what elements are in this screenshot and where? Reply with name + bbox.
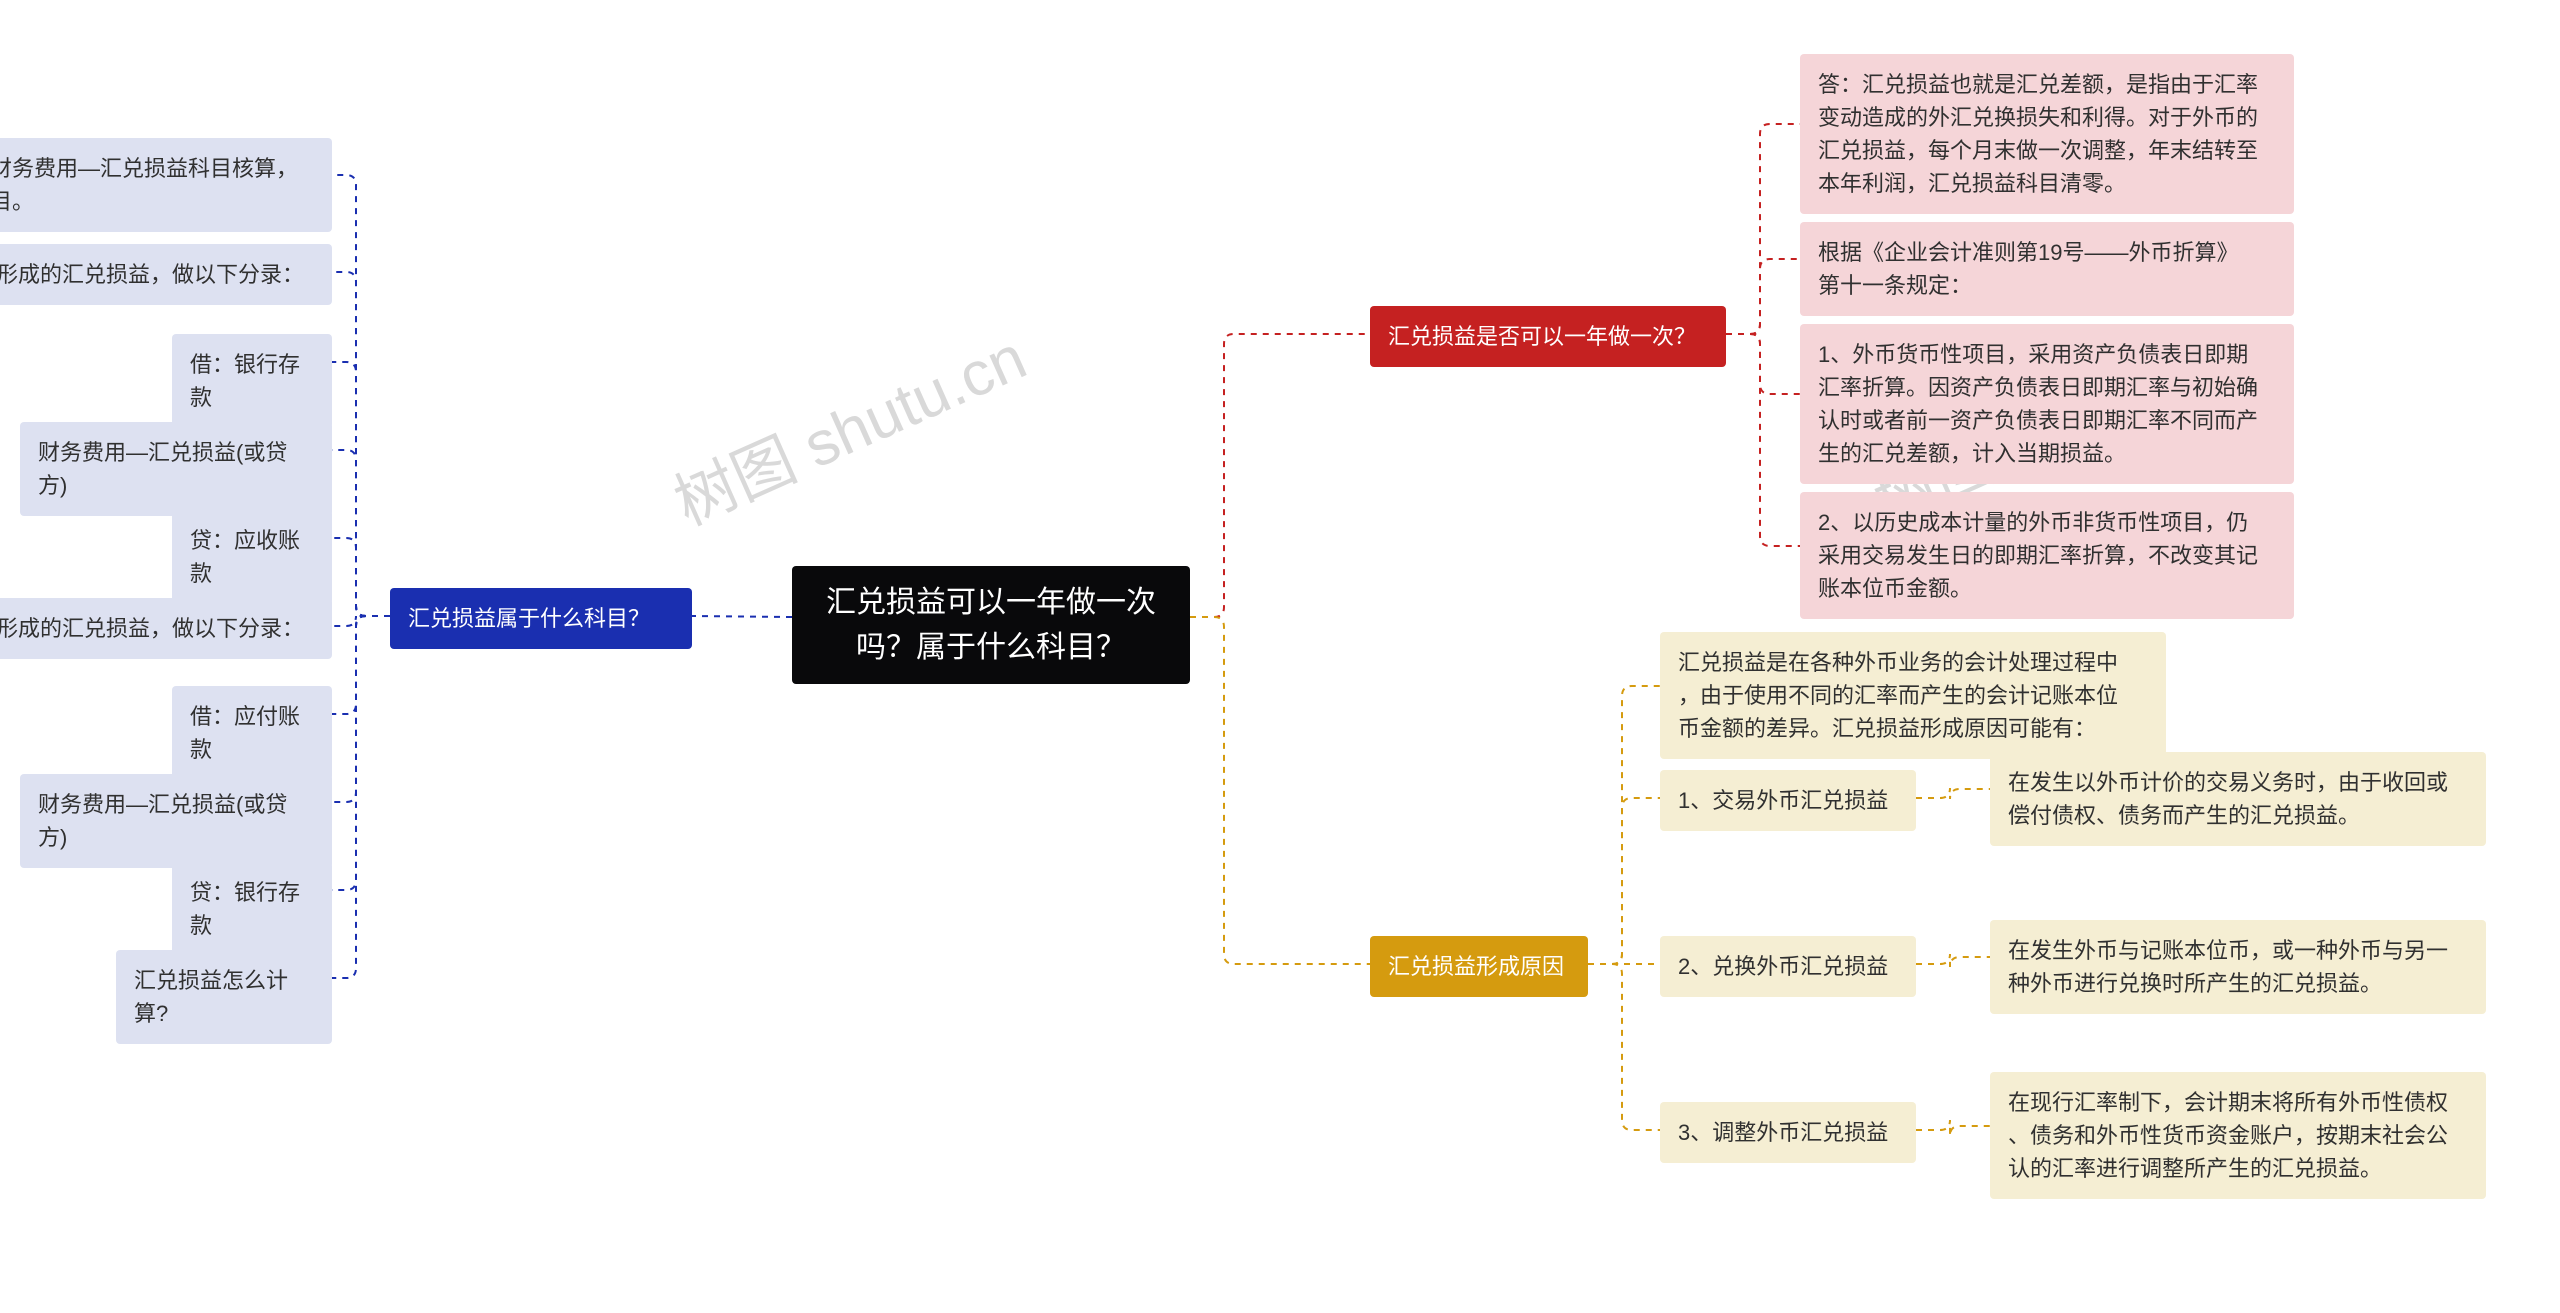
leaf-b3-6: 借：应付账款: [172, 686, 332, 780]
leaf-b3-9: 汇兑损益怎么计算?: [116, 950, 332, 1044]
leaf-b2-3-0: 在现行汇率制下，会计期末将所有外币性债权 、债务和外币性货币资金账户，按期末社会…: [1990, 1072, 2486, 1199]
leaf-b1-1: 根据《企业会计准则第19号——外币折算》 第十一条规定：: [1800, 222, 2294, 316]
center-topic: 汇兑损益可以一年做一次 吗？属于什么科目？: [792, 566, 1190, 684]
leaf-b3-5: 付款时形成的汇兑损益，做以下分录：: [0, 598, 332, 659]
leaf-b3-2: 借：银行存款: [172, 334, 332, 428]
leaf-b3-0: 汇兑损益通过财务费用—汇兑损益科目核算， 属于损益类科目。: [0, 138, 332, 232]
branch-b2: 汇兑损益形成原因: [1370, 936, 1588, 997]
leaf-b1-2: 1、外币货币性项目，采用资产负债表日即期 汇率折算。因资产负债表日即期汇率与初始…: [1800, 324, 2294, 484]
mindmap-canvas: 树图 shutu.cn树图 shutu.cn汇兑损益可以一年做一次 吗？属于什么…: [0, 0, 2560, 1313]
leaf-b2-0: 汇兑损益是在各种外币业务的会计处理过程中 ，由于使用不同的汇率而产生的会计记账本…: [1660, 632, 2166, 759]
leaf-b3-8: 贷：银行存款: [172, 862, 332, 956]
leaf-b1-0: 答：汇兑损益也就是汇兑差额，是指由于汇率 变动造成的外汇兑换损失和利得。对于外币…: [1800, 54, 2294, 214]
leaf-b2-3: 3、调整外币汇兑损益: [1660, 1102, 1916, 1163]
branch-b3: 汇兑损益属于什么科目？: [390, 588, 692, 649]
leaf-b2-2: 2、兑换外币汇兑损益: [1660, 936, 1916, 997]
branch-b1: 汇兑损益是否可以一年做一次？: [1370, 306, 1726, 367]
leaf-b2-2-0: 在发生外币与记账本位币，或一种外币与另一 种外币进行兑换时所产生的汇兑损益。: [1990, 920, 2486, 1014]
leaf-b2-1-0: 在发生以外币计价的交易义务时，由于收回或 偿付债权、债务而产生的汇兑损益。: [1990, 752, 2486, 846]
leaf-b3-4: 贷：应收账款: [172, 510, 332, 604]
leaf-b3-3: 财务费用—汇兑损益(或贷方): [20, 422, 332, 516]
leaf-b2-1: 1、交易外币汇兑损益: [1660, 770, 1916, 831]
leaf-b3-7: 财务费用—汇兑损益(或贷方): [20, 774, 332, 868]
leaf-b3-1: 收款时形成的汇兑损益，做以下分录：: [0, 244, 332, 305]
watermark-0: 树图 shutu.cn: [658, 308, 1038, 543]
leaf-b1-3: 2、以历史成本计量的外币非货币性项目，仍 采用交易发生日的即期汇率折算，不改变其…: [1800, 492, 2294, 619]
